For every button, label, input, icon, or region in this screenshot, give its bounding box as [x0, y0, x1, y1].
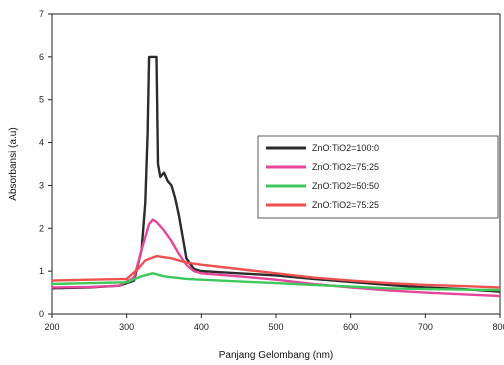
y-tick-label: 7 [39, 9, 44, 19]
legend-label-1: ZnO:TiO2=100:0 [312, 143, 379, 153]
series-line-2 [51, 218, 501, 298]
x-axis: 200 300 400 500 600 700 800 [44, 314, 504, 332]
y-tick-label: 6 [39, 52, 44, 62]
y-tick-label: 2 [39, 223, 44, 233]
y-axis: 0 1 2 3 4 5 6 7 [39, 9, 52, 319]
y-tick-label: 3 [39, 180, 44, 190]
y-axis-label: Absorbansi (a.u) [8, 127, 19, 200]
x-tick-label: 600 [343, 322, 358, 332]
legend-label-4: ZnO:TiO2=75:25 [312, 200, 379, 210]
series-line-4 [51, 254, 501, 289]
x-tick-label: 800 [492, 322, 504, 332]
legend-items: ZnO:TiO2=100:0 ZnO:TiO2=75:25 ZnO:TiO2=50:… [266, 143, 379, 210]
y-tick-label: 1 [39, 266, 44, 276]
legend-label-3: ZnO:TiO2=50:50 [312, 181, 379, 191]
x-tick-label: 500 [268, 322, 283, 332]
series-line-3 [51, 272, 501, 292]
x-axis-label: Panjang Gelombang (nm) [219, 350, 334, 361]
legend: ZnO:TiO2=100:0 ZnO:TiO2=75:25 ZnO:TiO2=50:… [257, 135, 499, 219]
y-tick-label: 4 [39, 138, 44, 148]
x-tick-label: 300 [119, 322, 134, 332]
x-tick-label: 700 [418, 322, 433, 332]
series-layer [51, 55, 501, 298]
series-line-1 [51, 55, 501, 293]
y-tick-label: 0 [39, 309, 44, 319]
legend-label-2: ZnO:TiO2=75:25 [312, 162, 379, 172]
y-tick-label: 5 [39, 95, 44, 105]
x-tick-label: 400 [194, 322, 209, 332]
x-tick-label: 200 [44, 322, 59, 332]
